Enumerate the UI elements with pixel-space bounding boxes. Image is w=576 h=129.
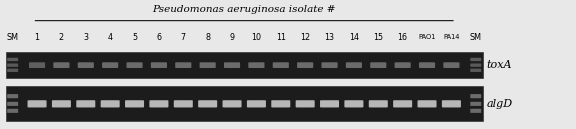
FancyBboxPatch shape — [320, 100, 339, 107]
FancyBboxPatch shape — [297, 62, 313, 68]
FancyBboxPatch shape — [470, 109, 481, 113]
FancyBboxPatch shape — [101, 100, 120, 107]
Text: 15: 15 — [373, 33, 384, 42]
FancyBboxPatch shape — [198, 100, 217, 107]
Bar — [6, 86, 483, 121]
FancyBboxPatch shape — [248, 62, 264, 68]
FancyBboxPatch shape — [29, 62, 45, 68]
Text: SM: SM — [470, 33, 482, 42]
FancyBboxPatch shape — [52, 100, 71, 107]
Text: 10: 10 — [251, 33, 262, 42]
Text: toxA: toxA — [487, 60, 512, 70]
FancyBboxPatch shape — [7, 102, 18, 106]
FancyBboxPatch shape — [78, 62, 94, 68]
FancyBboxPatch shape — [7, 94, 18, 98]
FancyBboxPatch shape — [369, 100, 388, 107]
Text: 7: 7 — [181, 33, 186, 42]
FancyBboxPatch shape — [222, 100, 241, 107]
FancyBboxPatch shape — [418, 100, 437, 107]
FancyBboxPatch shape — [7, 109, 18, 113]
Text: 12: 12 — [300, 33, 310, 42]
FancyBboxPatch shape — [321, 62, 338, 68]
Text: PAO1: PAO1 — [418, 34, 435, 40]
Text: PA14: PA14 — [443, 34, 460, 40]
FancyBboxPatch shape — [470, 58, 481, 61]
Text: 9: 9 — [229, 33, 234, 42]
FancyBboxPatch shape — [174, 100, 193, 107]
FancyBboxPatch shape — [444, 62, 460, 68]
Text: 6: 6 — [157, 33, 161, 42]
Text: 4: 4 — [108, 33, 113, 42]
FancyBboxPatch shape — [28, 100, 47, 107]
FancyBboxPatch shape — [7, 63, 18, 67]
Text: 1: 1 — [35, 33, 40, 42]
FancyBboxPatch shape — [470, 94, 481, 98]
FancyBboxPatch shape — [7, 69, 18, 72]
FancyBboxPatch shape — [127, 62, 143, 68]
FancyBboxPatch shape — [272, 62, 289, 68]
FancyBboxPatch shape — [370, 62, 386, 68]
FancyBboxPatch shape — [344, 100, 363, 107]
FancyBboxPatch shape — [151, 62, 167, 68]
Text: 8: 8 — [205, 33, 210, 42]
FancyBboxPatch shape — [419, 62, 435, 68]
Text: algD: algD — [487, 99, 513, 109]
FancyBboxPatch shape — [247, 100, 266, 107]
FancyBboxPatch shape — [224, 62, 240, 68]
FancyBboxPatch shape — [346, 62, 362, 68]
FancyBboxPatch shape — [149, 100, 168, 107]
FancyBboxPatch shape — [442, 100, 461, 107]
Text: 13: 13 — [324, 33, 335, 42]
FancyBboxPatch shape — [200, 62, 216, 68]
Text: SM: SM — [7, 33, 18, 42]
Text: 11: 11 — [276, 33, 286, 42]
FancyBboxPatch shape — [470, 102, 481, 106]
FancyBboxPatch shape — [395, 62, 411, 68]
FancyBboxPatch shape — [393, 100, 412, 107]
Bar — [6, 52, 483, 78]
Text: Pseudomonas aeruginosa isolate #: Pseudomonas aeruginosa isolate # — [153, 5, 336, 14]
FancyBboxPatch shape — [295, 100, 314, 107]
FancyBboxPatch shape — [271, 100, 290, 107]
Text: 5: 5 — [132, 33, 137, 42]
Text: 14: 14 — [349, 33, 359, 42]
FancyBboxPatch shape — [76, 100, 95, 107]
Text: 2: 2 — [59, 33, 64, 42]
FancyBboxPatch shape — [54, 62, 70, 68]
FancyBboxPatch shape — [102, 62, 118, 68]
FancyBboxPatch shape — [175, 62, 191, 68]
FancyBboxPatch shape — [125, 100, 144, 107]
FancyBboxPatch shape — [470, 69, 481, 72]
FancyBboxPatch shape — [7, 58, 18, 61]
FancyBboxPatch shape — [470, 63, 481, 67]
Text: 3: 3 — [84, 33, 88, 42]
Text: 16: 16 — [397, 33, 408, 42]
